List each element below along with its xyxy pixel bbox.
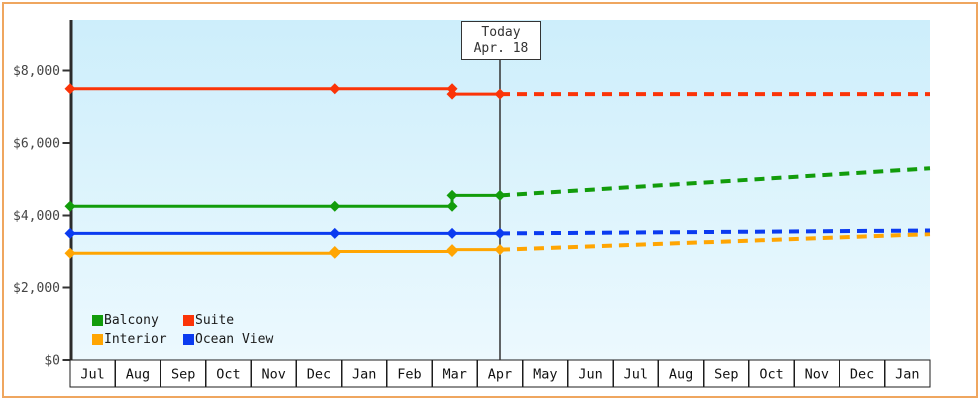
month-label: Feb [397, 367, 421, 383]
legend: Balcony Suite Interior Ocean View [92, 313, 273, 347]
month-cell [657, 359, 705, 388]
y-tick-label: $8,000 [13, 64, 60, 79]
legend-swatch-suite [183, 315, 194, 326]
data-point-ocean-view [446, 227, 458, 239]
month-cell [884, 359, 931, 388]
month-cell [567, 359, 614, 388]
month-cell [838, 359, 886, 388]
month-label: Dec [307, 367, 331, 383]
month-label: Dec [850, 367, 874, 383]
data-point-suite [64, 83, 76, 95]
y-tick-label: $2,000 [13, 281, 60, 296]
y-tick-label: $0 [44, 354, 60, 369]
month-label: Apr [488, 367, 512, 383]
month-cell [159, 359, 207, 388]
legend-item-balcony: Balcony [92, 313, 183, 328]
month-cell [793, 359, 841, 388]
data-point-ocean-view [64, 227, 76, 239]
month-label: Jan [352, 367, 376, 383]
month-cell [386, 359, 433, 388]
plot-background [72, 20, 930, 360]
month-label: Jan [895, 367, 919, 383]
legend-swatch-balcony [92, 315, 103, 326]
data-point-interior [64, 247, 76, 259]
today-label: Today [481, 24, 521, 40]
legend-item-suite: Suite [183, 313, 273, 328]
legend-item-ocean-view: Ocean View [183, 332, 273, 347]
data-point-balcony [446, 200, 458, 212]
month-label: Jun [578, 367, 602, 383]
data-point-balcony [329, 200, 341, 212]
legend-label: Interior [104, 332, 167, 347]
month-cell [69, 359, 116, 388]
month-cell [612, 359, 660, 388]
today-date: Apr. 18 [473, 40, 529, 56]
data-point-interior [494, 244, 506, 256]
month-cell [295, 359, 343, 388]
data-point-balcony [494, 189, 506, 201]
series-forecast-ocean-view [499, 228, 931, 236]
month-label: May [533, 367, 557, 383]
data-point-ocean-view [329, 227, 341, 239]
series-forecast-balcony [499, 166, 931, 198]
month-cell [114, 359, 162, 388]
legend-label: Ocean View [195, 332, 274, 347]
data-point-suite [494, 88, 506, 100]
data-point-balcony [64, 200, 76, 212]
month-label: Jul [80, 367, 104, 383]
data-point-suite [446, 88, 458, 100]
y-tick-label: $6,000 [13, 136, 60, 151]
legend-label: Balcony [104, 313, 159, 328]
month-cell [340, 359, 388, 388]
month-cell [521, 359, 569, 388]
month-cell [702, 359, 750, 388]
month-label: Nov [805, 367, 829, 383]
legend-item-interior: Interior [92, 332, 183, 347]
month-cell [476, 359, 524, 388]
series-line-interior [68, 248, 502, 255]
month-label: Mar [443, 367, 467, 383]
month-label: Oct [216, 367, 240, 383]
month-label: Nov [261, 367, 285, 383]
month-label: Oct [759, 367, 783, 383]
month-label: Sep [714, 367, 738, 383]
month-label: Aug [669, 367, 693, 383]
legend-swatch-ocean-view [183, 334, 194, 345]
month-label: Aug [126, 367, 150, 383]
month-label: Sep [171, 367, 195, 383]
data-point-interior [329, 245, 341, 257]
legend-swatch-interior [92, 334, 103, 345]
today-annotation-box: Today Apr. 18 [461, 21, 541, 60]
data-point-balcony [446, 189, 458, 201]
data-point-interior [446, 244, 458, 256]
month-label: Jul [624, 367, 648, 383]
series-forecast-interior [499, 232, 931, 252]
y-tick-label: $4,000 [13, 209, 60, 224]
data-point-suite [329, 83, 341, 95]
data-point-ocean-view [494, 227, 506, 239]
legend-label: Suite [195, 313, 235, 328]
